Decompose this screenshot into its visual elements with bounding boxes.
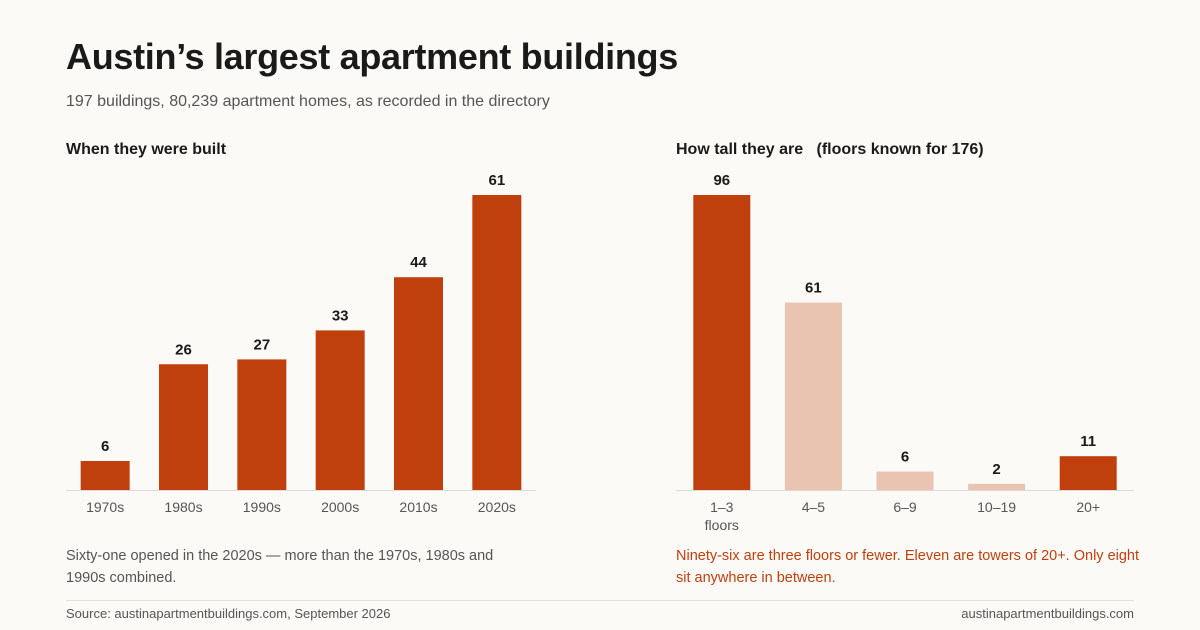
floors-category-label: 4–5 xyxy=(802,499,826,515)
floors-category-label: 6–9 xyxy=(893,499,917,515)
built-bar xyxy=(237,359,287,490)
built-category-label: 2010s xyxy=(399,499,437,515)
built-bar xyxy=(80,460,130,490)
built-category-label: 2000s xyxy=(321,499,359,515)
built-chart-note: Sixty-one opened in the 2020s — more tha… xyxy=(66,548,494,586)
floors-chart-note: Ninety-six are three floors or fewer. El… xyxy=(676,548,1140,586)
floors-category-label: 20+ xyxy=(1076,499,1100,515)
floors-bar xyxy=(693,195,751,490)
built-category-label: 1990s xyxy=(243,499,281,515)
page-title: Austin’s largest apartment buildings xyxy=(66,36,678,77)
floors-bar xyxy=(784,302,842,490)
floors-value-label: 6 xyxy=(901,449,909,466)
site-link: austinapartmentbuildings.com xyxy=(961,606,1134,621)
built-bar xyxy=(159,364,208,490)
built-value-label: 44 xyxy=(410,254,427,271)
built-chart-title: When they were built xyxy=(66,141,227,158)
source-note: Source: austinapartmentbuildings.com, Se… xyxy=(66,606,391,621)
built-category-label: 2020s xyxy=(478,499,516,515)
floors-value-label: 2 xyxy=(992,461,1000,478)
built-value-label: 61 xyxy=(488,172,505,189)
floors-chart-title: How tall they are (floors known for 176) xyxy=(676,141,984,158)
floors-value-label: 61 xyxy=(805,280,822,297)
built-bar xyxy=(394,277,443,490)
built-value-label: 6 xyxy=(101,438,109,455)
floors-bar xyxy=(968,483,1026,490)
floors-value-label: 11 xyxy=(1080,433,1096,450)
built-value-label: 26 xyxy=(175,341,192,358)
built-bar xyxy=(315,330,365,490)
floors-category-label: floors xyxy=(705,517,739,533)
built-category-label: 1980s xyxy=(164,499,202,515)
floors-category-label: 1–3 xyxy=(710,499,734,515)
footer-divider xyxy=(66,600,1134,601)
floors-value-label: 96 xyxy=(713,172,730,189)
built-category-label: 1970s xyxy=(86,499,124,515)
floors-bar xyxy=(1059,456,1117,490)
built-value-label: 33 xyxy=(332,307,349,324)
page-subtitle: 197 buildings, 80,239 apartment homes, a… xyxy=(66,93,550,110)
built-bar xyxy=(472,195,522,490)
built-value-label: 27 xyxy=(253,336,270,353)
floors-category-label: 10–19 xyxy=(977,499,1016,515)
floors-bar xyxy=(876,471,934,490)
